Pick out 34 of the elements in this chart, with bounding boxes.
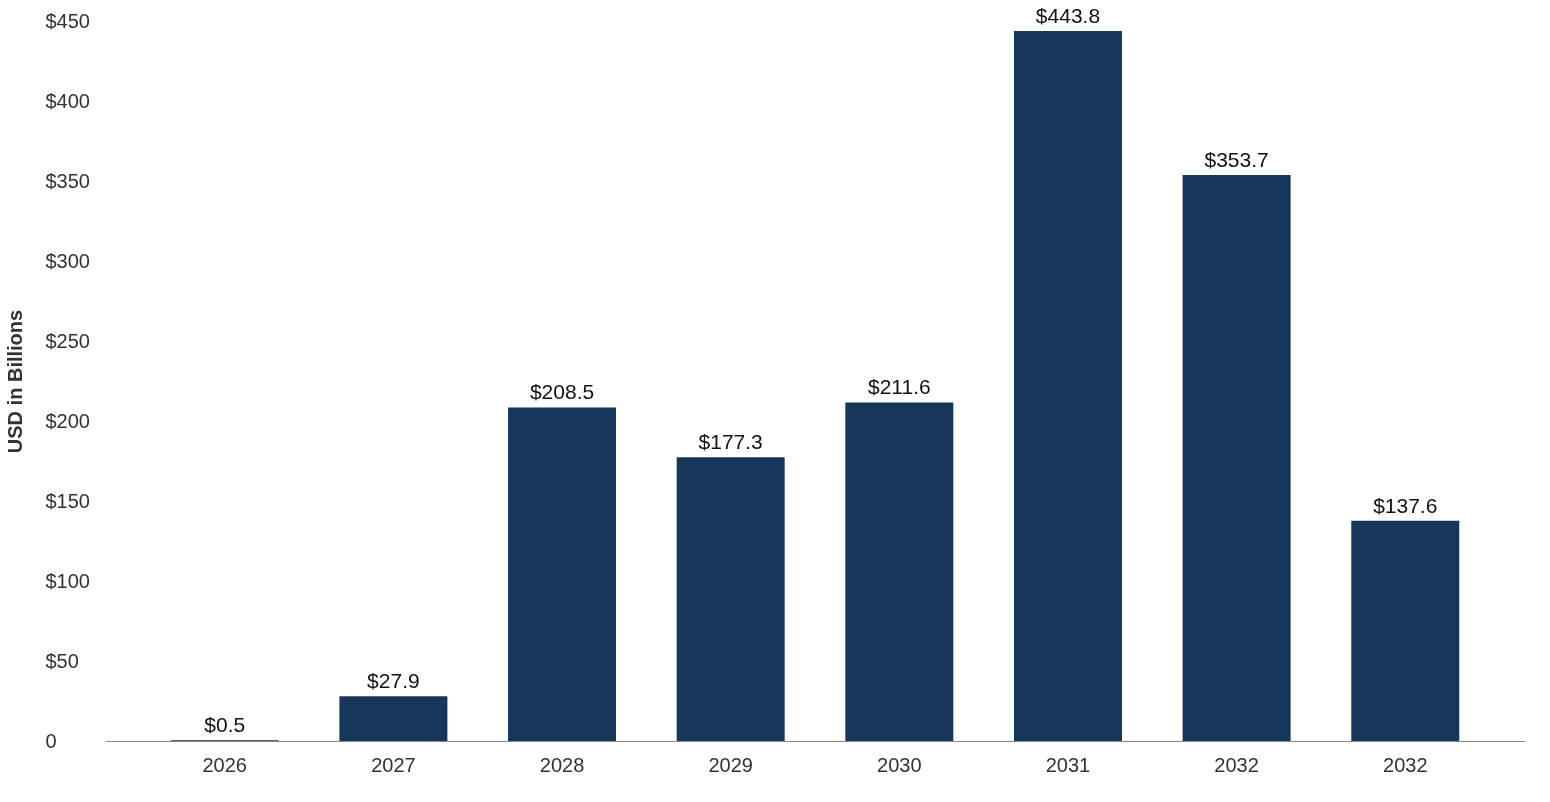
y-tick-label: $200: [45, 409, 90, 432]
bar: [1351, 520, 1460, 741]
y-tick-label: $250: [45, 329, 90, 352]
x-tick-label: 2031: [1045, 753, 1091, 776]
y-tick-label: $450: [45, 9, 90, 32]
y-tick-label: $150: [45, 489, 90, 512]
x-tick-label: 2032: [1214, 753, 1259, 776]
data-label: $208.5: [529, 380, 595, 404]
y-tick-label: $400: [45, 89, 90, 112]
y-tick-label: $350: [45, 169, 90, 192]
bar: [1182, 175, 1291, 741]
bar: [1013, 30, 1122, 741]
y-tick-label: $50: [45, 649, 79, 672]
x-tick-label: 2029: [708, 753, 753, 776]
bar: [508, 407, 617, 741]
x-tick-label: 2032: [1383, 753, 1428, 776]
y-tick-label: 0: [45, 729, 57, 752]
x-tick-label: 2026: [202, 753, 247, 776]
bar: [845, 402, 954, 741]
bar: [339, 696, 448, 741]
y-tick-label: $100: [45, 569, 90, 592]
data-label: $177.3: [698, 430, 763, 454]
data-label: $353.7: [1204, 148, 1269, 172]
x-tick-label: 2030: [877, 753, 922, 776]
bar: [676, 457, 785, 741]
data-label: $0.5: [204, 713, 246, 737]
data-label: $137.6: [1373, 493, 1438, 517]
data-label: $27.9: [367, 669, 420, 693]
y-tick-label: $300: [45, 249, 90, 272]
data-label: $211.6: [867, 375, 931, 399]
y-axis-title: USD in Billions: [3, 309, 26, 454]
x-tick-label: 2028: [539, 753, 585, 776]
x-tick-label: 2027: [371, 753, 416, 776]
data-label: $443.8: [1035, 3, 1101, 27]
